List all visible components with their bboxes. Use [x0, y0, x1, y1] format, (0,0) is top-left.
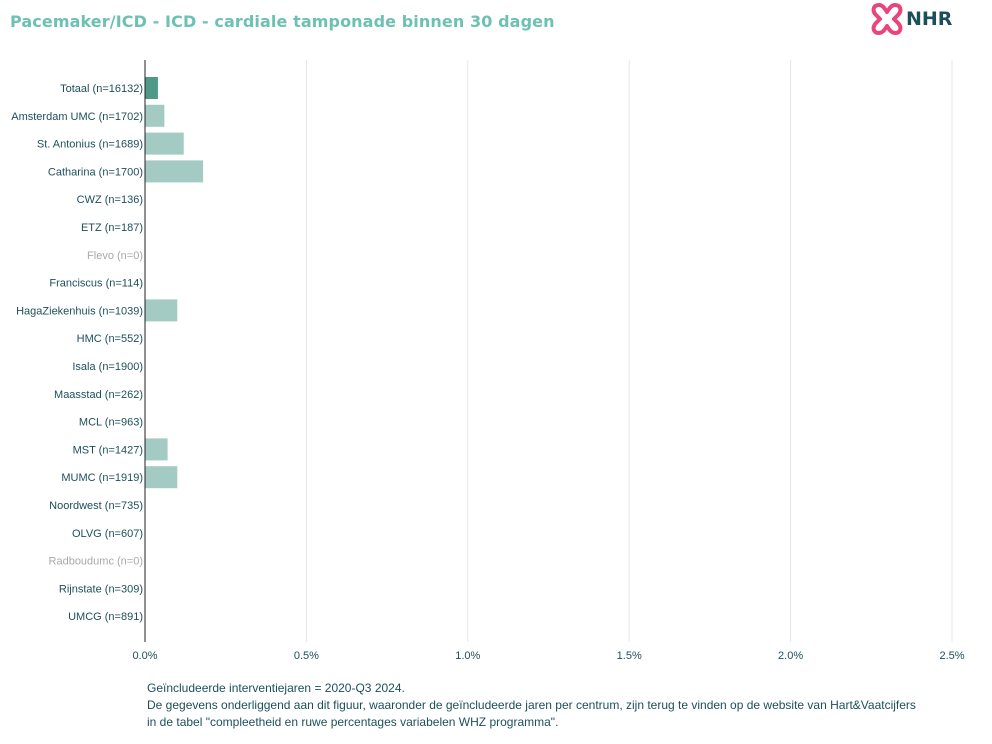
category-label: ETZ (n=187) — [81, 222, 143, 234]
category-label: HMC (n=552) — [77, 333, 143, 345]
category-label: Catharina (n=1700) — [48, 166, 143, 178]
x-tick-label: 2.0% — [778, 650, 803, 662]
bar — [145, 466, 178, 489]
category-label: St. Antonius (n=1689) — [37, 139, 143, 151]
category-label: CWZ (n=136) — [77, 194, 143, 206]
x-tick-label: 0.5% — [294, 650, 319, 662]
bars — [145, 77, 204, 489]
category-label: Rijnstate (n=309) — [59, 583, 143, 595]
footnote-line-2: De gegevens onderliggend aan dit figuur,… — [147, 698, 916, 712]
footnote-line-3: in de tabel "compleetheid en ruwe percen… — [147, 715, 559, 729]
category-label: OLVG (n=607) — [72, 528, 143, 540]
x-tick-label: 2.5% — [939, 650, 964, 662]
category-label: MUMC (n=1919) — [61, 472, 143, 484]
category-label: Flevo (n=0) — [87, 250, 143, 262]
category-label: MST (n=1427) — [73, 444, 143, 456]
bar — [145, 132, 184, 155]
x-tick-label: 1.5% — [617, 650, 642, 662]
category-label: MCL (n=963) — [79, 417, 143, 429]
grid-lines — [305, 60, 953, 642]
bar — [145, 77, 158, 99]
category-label: UMCG (n=891) — [68, 611, 143, 623]
category-label: Amsterdam UMC (n=1702) — [11, 111, 143, 123]
heart-cross-logo-icon — [871, 3, 903, 35]
category-label: HagaZiekenhuis (n=1039) — [16, 305, 143, 317]
category-label: Isala (n=1900) — [72, 361, 143, 373]
bar — [145, 438, 168, 461]
bar — [145, 104, 165, 127]
category-label: Noordwest (n=735) — [49, 500, 143, 512]
category-labels: Totaal (n=16132) Amsterdam UMC (n=1702) St… — [11, 83, 143, 623]
footnote: Geïncludeerde interventiejaren = 2020-Q3… — [147, 680, 987, 731]
footnote-line-1: Geïncludeerde interventiejaren = 2020-Q3… — [147, 681, 405, 695]
chart-title: Pacemaker/ICD - ICD - cardiale tamponade… — [10, 12, 555, 31]
x-tick-labels: 0.0% 0.5% 1.0% 1.5% 2.0% 2.5% — [132, 650, 964, 662]
category-label: Franciscus (n=114) — [49, 278, 143, 290]
bar-chart: Totaal (n=16132) Amsterdam UMC (n=1702) St… — [11, 60, 965, 662]
x-tick-label: 0.0% — [132, 650, 157, 662]
category-label: Radboudumc (n=0) — [49, 556, 143, 568]
nhr-logo: NHR — [870, 2, 960, 36]
category-label: Maasstad (n=262) — [54, 389, 143, 401]
category-label: Totaal (n=16132) — [60, 83, 143, 95]
x-tick-label: 1.0% — [455, 650, 480, 662]
bar — [145, 299, 178, 322]
logo-text: NHR — [906, 8, 953, 30]
bar — [145, 160, 204, 183]
